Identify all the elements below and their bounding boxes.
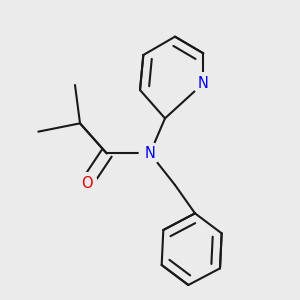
Text: N: N [198,76,209,91]
Circle shape [139,143,161,164]
Circle shape [76,173,97,194]
Text: N: N [145,146,155,161]
Circle shape [193,73,214,94]
Text: O: O [81,176,92,191]
